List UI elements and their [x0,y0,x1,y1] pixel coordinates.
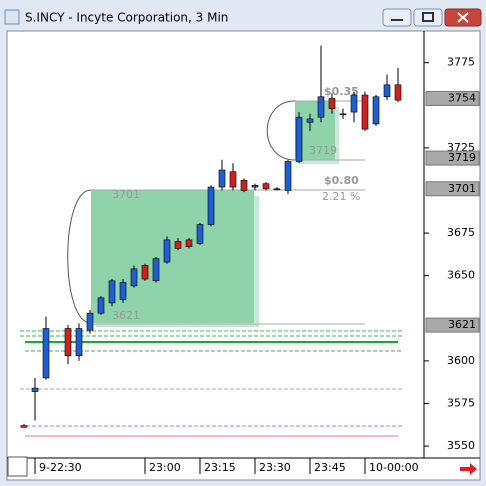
price-tag-label: 3621 [448,318,476,331]
annotation: 3719 [309,144,337,157]
candle-body [262,183,270,190]
candle-body [383,84,391,98]
candle-body [218,169,226,188]
y-tick-label: 3675 [447,226,475,239]
candle-body [229,171,237,188]
candle-body [163,239,171,263]
candle-body [97,297,105,314]
annotation: 3621 [112,309,140,322]
candle-body [339,113,347,116]
candle-body [306,118,314,123]
candle-body [350,94,358,113]
x-tick-label: 23:45 [314,461,346,474]
annotation: $0.35 [324,85,359,98]
range-arc [266,100,296,161]
annotation: 3701 [112,188,140,201]
candle-body [174,241,182,249]
corner-box[interactable] [7,456,28,477]
candle-body [64,328,72,357]
candle-body [251,185,259,188]
candle-body [31,387,39,392]
y-tick-label: 3650 [447,269,475,282]
candle-body [240,179,248,191]
x-tick-label: 23:00 [149,461,181,474]
y-tick-label: 3775 [447,56,475,69]
scroll-arrow[interactable] [460,463,477,475]
range-box [91,190,254,323]
price-tag [425,317,480,333]
y-tick-label: 3575 [447,396,475,409]
candle-body [108,280,116,304]
candle-body [295,116,303,162]
candle-body [196,224,204,244]
candle-body [75,328,83,357]
candle-body [130,268,138,287]
x-tick-label: 23:30 [259,461,291,474]
annotation: 2.21 % [322,190,360,203]
candle-body [372,96,380,125]
y-tick-label: 3550 [447,439,475,452]
close-icon [457,12,469,23]
candle-body [86,312,94,331]
price-tag-label: 3701 [448,182,476,195]
x-tick-label: 23:15 [204,461,236,474]
candle-body [20,425,28,428]
maximize-icon [422,12,434,22]
price-tag-label: 3719 [448,151,476,164]
x-tick-label: 10-00:00 [369,461,419,474]
drawings [20,100,402,437]
window-title: S.INCY - Incyte Corporation, 3 Min [25,11,228,25]
candle-body [152,258,160,282]
range-arc [67,189,92,324]
candle-body [185,239,193,248]
maximize-button[interactable] [413,8,443,27]
price-tag-label: 3754 [448,91,476,104]
minimize-button[interactable] [382,8,412,27]
candle-body [273,188,281,191]
candle-body [394,84,402,101]
annotation: $0.80 [324,174,359,187]
price-tag [425,150,480,166]
y-tick-label: 3600 [447,354,475,367]
candle-body [207,186,215,225]
candle-body [284,161,292,191]
candle-body [317,96,325,118]
window-icon [4,9,20,25]
x-tick-label: 9-22:30 [39,461,82,474]
price-tag [425,90,480,106]
candle-body [42,328,50,379]
candle-body [119,282,127,300]
candle-body [361,94,369,130]
candle-body [328,98,336,109]
candle-body [141,265,149,280]
price-tag [425,181,480,197]
